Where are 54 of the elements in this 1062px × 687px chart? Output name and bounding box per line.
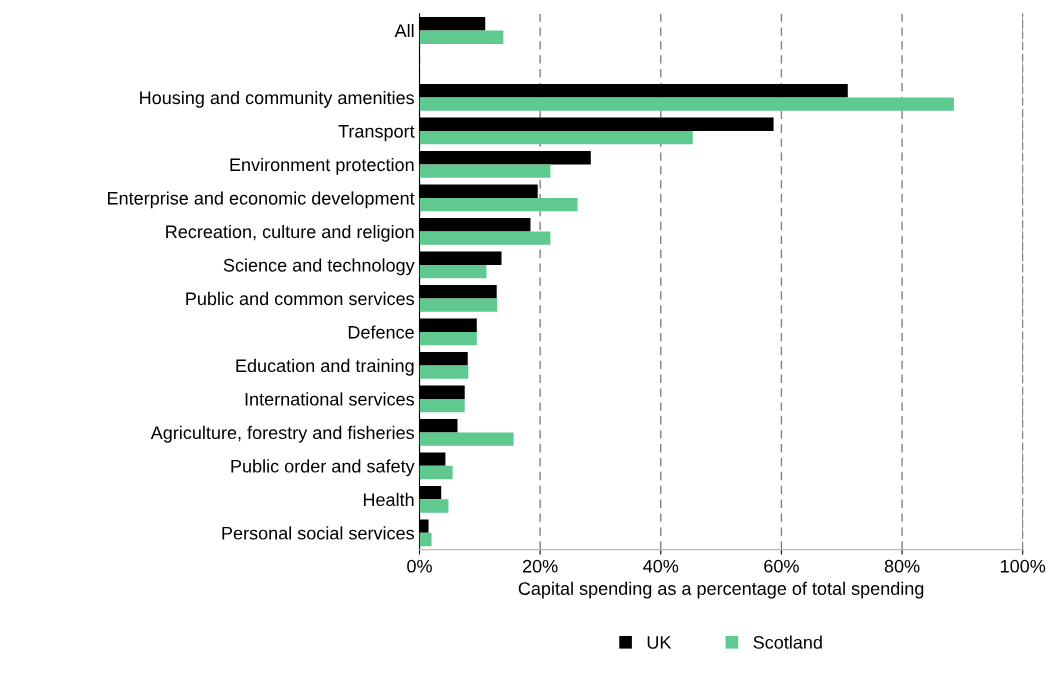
x-tick-label: 80% [884, 559, 920, 573]
bar [419, 352, 468, 366]
bar [419, 331, 477, 346]
bar [419, 30, 504, 44]
x-axis-title: Capital spending as a percentage of total spending [518, 581, 924, 599]
y-tick-label: Enterprise and economic development [108, 191, 415, 209]
y-tick-label: Transport [338, 125, 415, 142]
y-tick-label: Defence [348, 325, 414, 339]
bar [419, 251, 502, 265]
bar [419, 130, 693, 145]
bar [419, 385, 465, 399]
bar [419, 84, 848, 98]
bar [419, 197, 578, 212]
x-tick-label: 60% [764, 559, 799, 573]
bar [419, 117, 774, 131]
bar [419, 318, 477, 332]
y-tick-label: Agriculture, forestry and fisheries [150, 425, 414, 443]
x-tick-label: 0% [407, 559, 432, 573]
bar [419, 499, 449, 513]
bar [419, 164, 551, 178]
legend-label: UK [647, 636, 672, 649]
bar [419, 398, 465, 413]
bar [419, 432, 514, 446]
y-tick-label: Environment protection [230, 157, 414, 175]
y-tick-label: Public and common services [186, 291, 414, 306]
bar [419, 298, 498, 312]
y-tick-label: Personal social services [222, 526, 414, 540]
bar [419, 97, 954, 111]
bar [419, 532, 432, 547]
x-tick-label: 100% [1000, 559, 1046, 573]
y-tick-label: Public order and safety [231, 459, 415, 477]
bar [419, 151, 591, 165]
bar [419, 465, 453, 480]
y-tick-label: Recreation, culture and religion [166, 224, 414, 242]
y-tick-label: Housing and community amenities [140, 90, 414, 108]
bar [419, 285, 497, 299]
y-tick-label: Science and technology [223, 258, 415, 276]
bar [419, 184, 538, 198]
x-tick-label: 20% [522, 559, 558, 573]
y-tick-label: All [394, 23, 414, 38]
bar [419, 231, 551, 245]
bar [419, 365, 469, 379]
y-tick-label: Education and training [236, 358, 414, 376]
bar [419, 452, 446, 466]
x-tick-label: 40% [643, 559, 679, 573]
bar [419, 418, 458, 433]
bar [419, 485, 442, 500]
legend-label: Scotland [753, 635, 822, 649]
y-tick-label: Health [363, 492, 414, 507]
bar [419, 519, 429, 533]
bar [419, 17, 486, 31]
bar [419, 264, 487, 279]
bar [419, 218, 531, 232]
y-tick-label: International services [245, 392, 414, 406]
